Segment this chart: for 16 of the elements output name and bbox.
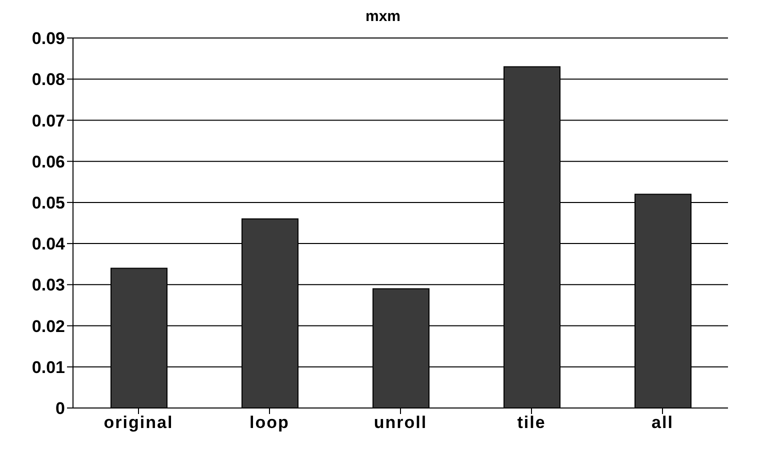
x-tick-label: tile (517, 413, 546, 432)
x-tick-label: loop (250, 413, 290, 432)
y-tick-label: 0.09 (32, 29, 65, 48)
x-tick-label: unroll (374, 413, 428, 432)
y-tick-label: 0.07 (32, 111, 65, 130)
chart-title: mxm (364, 8, 402, 27)
y-tick-label: 0 (56, 399, 65, 418)
y-tick-label: 0.08 (32, 70, 65, 90)
y-tick-label: 0.03 (32, 276, 65, 295)
y-tick-label: 0.06 (32, 152, 65, 172)
x-tick-label: all (652, 413, 674, 432)
y-tick-label: 0.04 (32, 234, 66, 254)
x-tick-label: original (104, 413, 174, 432)
y-tick-label: 0.02 (32, 316, 65, 336)
y-tick-label: 0.05 (32, 193, 65, 212)
y-tick-label: 0.01 (32, 358, 65, 377)
